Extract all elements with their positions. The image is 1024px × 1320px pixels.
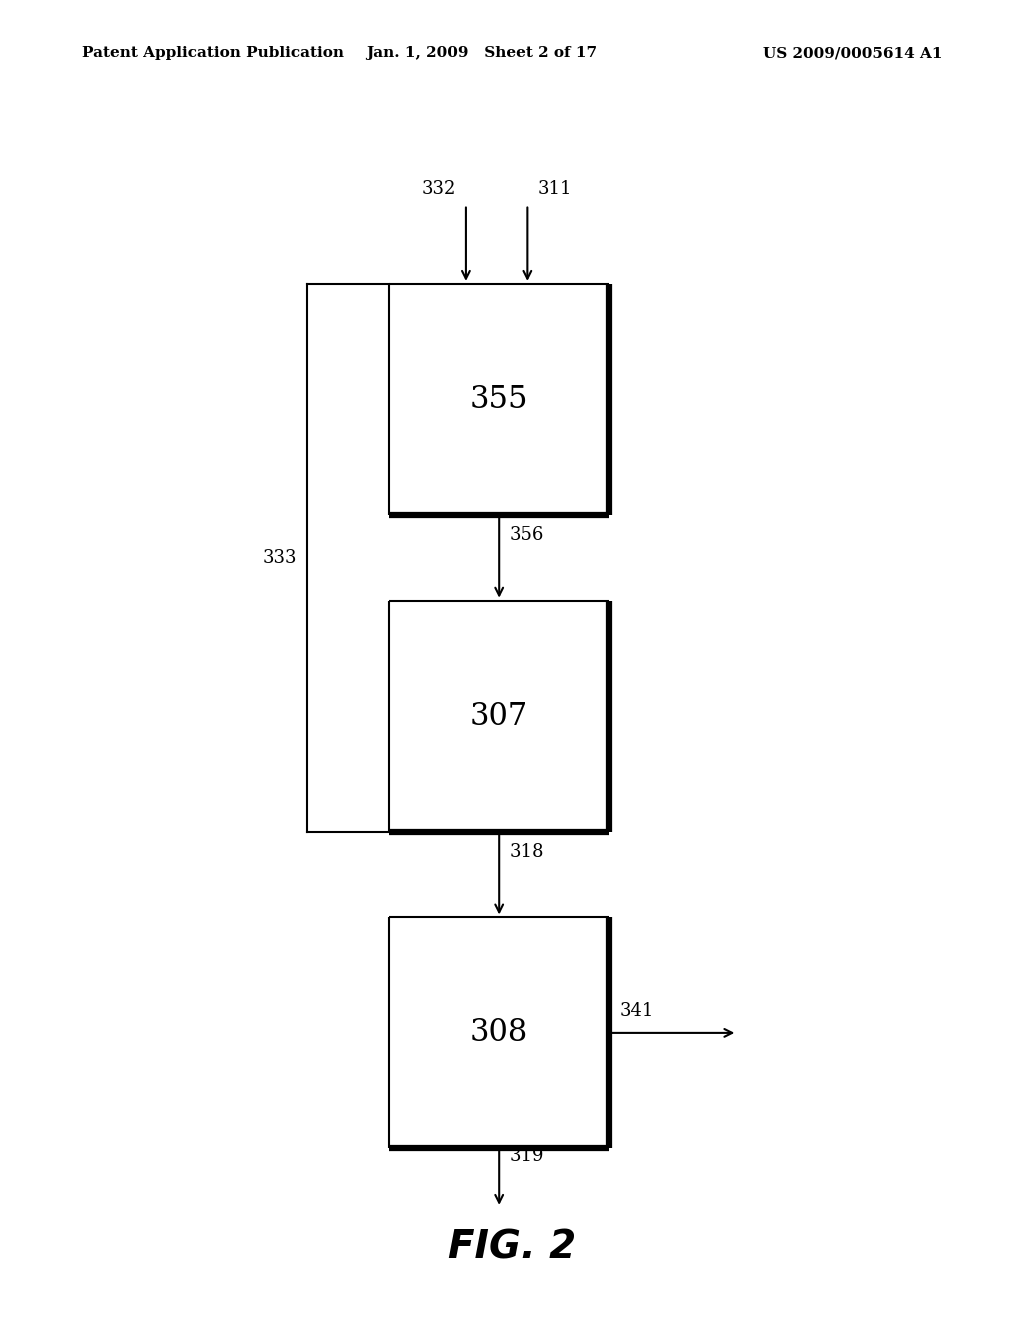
Text: 355: 355 (470, 384, 528, 414)
Text: 318: 318 (510, 843, 544, 861)
Text: 341: 341 (620, 1002, 654, 1019)
Text: 308: 308 (470, 1018, 528, 1048)
Text: Patent Application Publication: Patent Application Publication (82, 46, 344, 61)
Bar (389, 601, 609, 832)
Text: 356: 356 (510, 527, 544, 544)
Text: 307: 307 (470, 701, 528, 731)
Text: Jan. 1, 2009   Sheet 2 of 17: Jan. 1, 2009 Sheet 2 of 17 (366, 46, 597, 61)
Bar (389, 917, 609, 1148)
Text: 333: 333 (262, 549, 297, 566)
Text: 332: 332 (421, 180, 456, 198)
Bar (389, 284, 609, 515)
Text: 311: 311 (538, 180, 572, 198)
Text: FIG. 2: FIG. 2 (447, 1229, 577, 1266)
Text: US 2009/0005614 A1: US 2009/0005614 A1 (763, 46, 942, 61)
Text: 319: 319 (510, 1147, 544, 1164)
